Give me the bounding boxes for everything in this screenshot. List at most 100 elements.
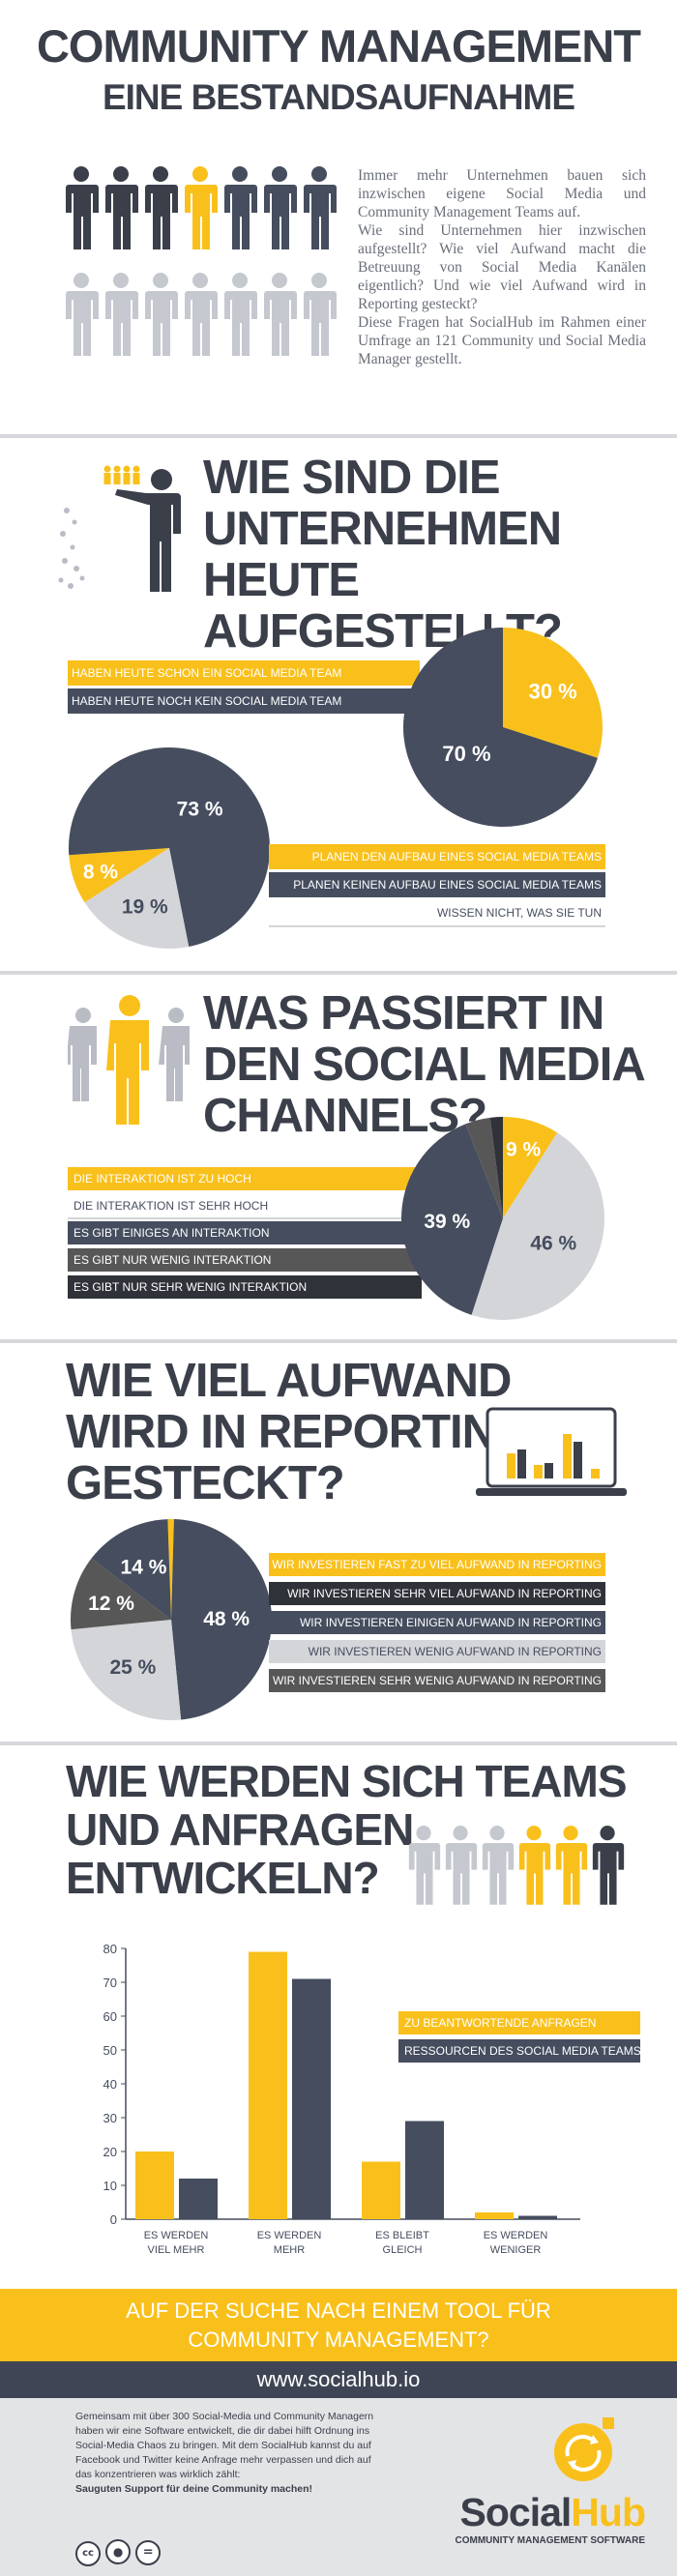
bar (135, 2152, 174, 2219)
page-title: COMMUNITY MANAGEMENT (36, 20, 641, 72)
section4-title: WIE WERDEN SICH TEAMS UND ANFRAGEN ENTWI… (66, 1756, 628, 1903)
intro-line-2: Wie sind Unternehmen hier inzwischen auf… (358, 222, 646, 312)
legend-interaction-too-high: DIE INTERAKTION IST ZU HOCH (68, 1167, 422, 1190)
pie-value-label: 14 % (121, 1557, 167, 1579)
pie-slice (465, 1117, 503, 1218)
pie-chart-team-plans: 8 % 73 % 19 % (69, 747, 270, 949)
footer-text-line: das konzentrieren was wirklich zählt: (75, 2469, 241, 2480)
pie-slice (401, 1124, 503, 1315)
pie-chart-reporting: 48 % 25 % 12 % 14 % (71, 1519, 273, 1720)
section4-title-line: UND ANFRAGEN (66, 1804, 414, 1855)
section4-title-line: ENTWICKELN? (66, 1853, 380, 1903)
intro-line-3: Diese Fragen hat SocialHub im Rahmen ein… (358, 314, 646, 367)
section4-title-line: WIE WERDEN SICH TEAMS (66, 1756, 628, 1806)
footer-bold-line: Sauguten Support für deine Community mac… (75, 2483, 313, 2495)
person-icon (304, 273, 337, 356)
legend-plan-team: PLANEN DEN AUFBAU EINES SOCIAL MEDIA TEA… (269, 844, 605, 869)
y-tick-label: 50 (103, 2043, 117, 2058)
legend-reporting-little: WIR INVESTIEREN WENIG AUFWAND IN REPORTI… (269, 1640, 605, 1663)
legend-reporting-too-much: WIR INVESTIEREN FAST ZU VIEL AUFWAND IN … (269, 1553, 605, 1576)
section1-title-line: UNTERNEHMEN (203, 503, 562, 555)
section2-title: WAS PASSIERT IN DEN SOCIAL MEDIA CHANNEL… (203, 987, 646, 1142)
pie-slice (403, 628, 598, 827)
section3-title-line: GESTECKT? (66, 1457, 345, 1509)
section-divider (0, 1339, 677, 1343)
socialhub-logo-text: SocialHub (430, 2490, 646, 2534)
bar (292, 1978, 331, 2219)
section2-title-line: WAS PASSIERT IN (203, 987, 604, 1039)
cta-line-2: COMMUNITY MANAGEMENT? (188, 2327, 489, 2352)
legend-has-team: HABEN HEUTE SCHON EIN SOCIAL MEDIA TEAM (68, 660, 420, 686)
legend-interaction-little: ES GIBT NUR WENIG INTERAKTION (68, 1248, 422, 1272)
section1-title-line: WIE SIND DIE (203, 452, 501, 504)
y-tick-label: 70 (103, 1976, 117, 1990)
person-icon (145, 273, 178, 356)
y-tick-label: 80 (103, 1942, 117, 1956)
person-icon (408, 1826, 441, 1905)
pie-value-label: 8 % (83, 862, 119, 884)
footer: Gemeinsam mit über 300 Social-Media und … (0, 2398, 677, 2576)
legend-reporting-very-little: WIR INVESTIEREN SEHR WENIG AUFWAND IN RE… (269, 1669, 605, 1692)
section3-title-line: WIRD IN REPORTING (66, 1406, 532, 1458)
pie-slice (84, 848, 190, 949)
section3-title-line: WIE VIEL AUFWAND (66, 1355, 512, 1407)
bar-chart-development: 0 10 20 30 40 50 60 70 80 ES WERDEN VIEL MEHR ES WE… (103, 1942, 580, 2256)
legend-resources: RESSOURCEN DES SOCIAL MEDIA TEAMS (398, 2039, 640, 2063)
section3-title: WIE VIEL AUFWAND WIRD IN REPORTING GESTE… (66, 1355, 532, 1509)
team-spotlight-icon (68, 995, 190, 1125)
pie-value-label: 48 % (203, 1608, 250, 1630)
x-category-label: VIEL MEHR (148, 2244, 205, 2256)
person-icon (105, 166, 138, 249)
section-divider (0, 1742, 677, 1745)
bar (362, 2161, 400, 2219)
pie-slice (503, 1117, 558, 1218)
y-tick-label: 60 (103, 2009, 117, 2024)
by-icon: ● (105, 2539, 132, 2564)
website-link[interactable]: www.socialhub.io (256, 2367, 421, 2391)
y-tick-label: 10 (103, 2179, 117, 2193)
pie-slice (69, 848, 169, 903)
bar (405, 2121, 444, 2219)
footer-text: Gemeinsam mit über 300 Social-Media und … (75, 2410, 404, 2497)
people-grid-icon (66, 166, 337, 356)
url-bar: www.socialhub.io (0, 2361, 677, 2398)
pie-slice (91, 1519, 171, 1620)
x-category-label: MEHR (274, 2244, 305, 2256)
footer-text-line: Facebook und Twitter keine Anfrage mehr … (75, 2454, 371, 2466)
x-category-label: ES WERDEN (484, 2230, 548, 2241)
person-icon (185, 166, 218, 249)
legend-reporting-some: WIR INVESTIEREN EINIGEN AUFWAND IN REPOR… (269, 1611, 605, 1634)
person-icon (185, 273, 218, 356)
footer-text-line: Gemeinsam mit über 300 Social-Media und … (75, 2411, 374, 2422)
team-growth-icon (408, 1826, 625, 1905)
person-icon (66, 273, 99, 356)
presenter-icon (58, 465, 181, 592)
logo-hub: Hub (571, 2490, 646, 2534)
page-subtitle: EINE BESTANDSAUFNAHME (102, 77, 575, 117)
person-icon (445, 1826, 478, 1905)
legend-interaction-very-little: ES GIBT NUR SEHR WENIG INTERAKTION (68, 1275, 422, 1299)
pie-value-label: 30 % (529, 679, 577, 703)
bar (179, 2179, 218, 2219)
pie-value-label: 73 % (177, 799, 223, 821)
pie-value-label: 39 % (424, 1211, 470, 1233)
pie-value-label: 9 % (506, 1138, 542, 1160)
pie-value-label: 25 % (109, 1656, 156, 1679)
cc-icon: cc (75, 2541, 101, 2566)
person-icon (264, 166, 297, 249)
nd-icon: = (135, 2540, 162, 2565)
x-category-label: GLEICH (383, 2244, 423, 2256)
legend-requests: ZU BEANTWORTENDE ANFRAGEN (398, 2011, 640, 2034)
y-tick-label: 30 (103, 2111, 117, 2125)
section2-title-line: DEN SOCIAL MEDIA (203, 1039, 646, 1091)
bar (249, 1951, 287, 2219)
pie-slice (71, 1620, 182, 1720)
logo-tagline: COMMUNITY MANAGEMENT SOFTWARE (455, 2535, 645, 2546)
section2-title-line: CHANNELS? (203, 1090, 487, 1142)
x-category-label: ES WERDEN (257, 2230, 322, 2241)
pie-slice (69, 747, 270, 948)
section-divider (0, 434, 677, 438)
x-category-label: ES WERDEN (144, 2230, 209, 2241)
footer-text-line: haben wir eine Software entwickelt, die … (75, 2425, 370, 2437)
person-icon (592, 1826, 625, 1905)
